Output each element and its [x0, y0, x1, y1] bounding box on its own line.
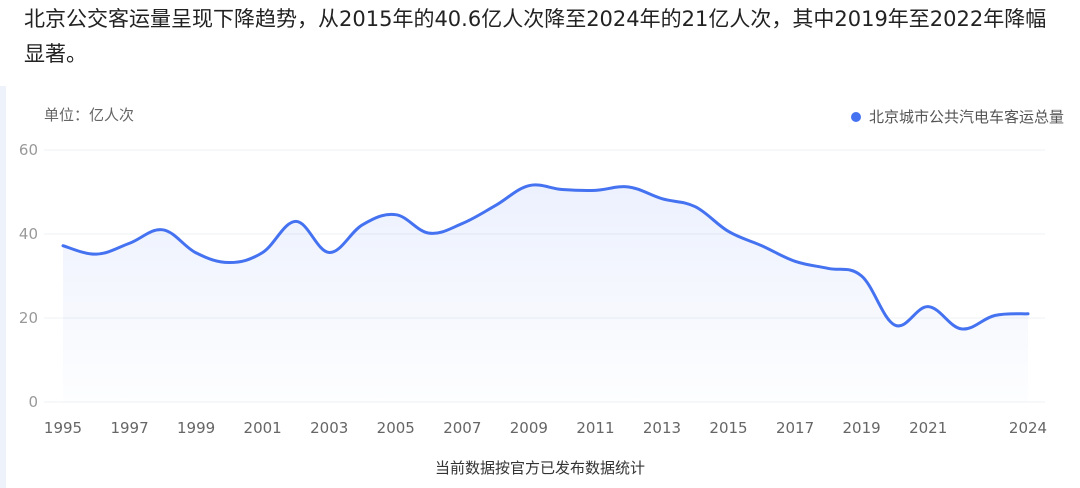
legend-label: 北京城市公共汽电车客运总量 — [868, 108, 1064, 126]
data-point-1997[interactable] — [124, 237, 136, 249]
data-point-2007[interactable] — [456, 218, 468, 230]
data-point-2014[interactable] — [689, 201, 701, 213]
chart-legend[interactable]: 北京城市公共汽电车客运总量 — [850, 106, 1064, 127]
data-point-2019[interactable] — [856, 270, 868, 282]
data-point-1995[interactable] — [57, 240, 69, 252]
data-point-2013[interactable] — [656, 193, 668, 205]
data-point-2004[interactable] — [356, 219, 368, 231]
data-point-2003[interactable] — [323, 246, 335, 258]
x-tick-label: 2019 — [843, 419, 881, 437]
x-tick-label: 2021 — [909, 419, 947, 437]
y-tick-labels: 0 20 40 60 — [19, 141, 38, 411]
data-point-2020[interactable] — [889, 319, 901, 331]
x-tick-labels: 1995 1997 1999 2001 2003 2005 2007 2009 2011 2013… — [44, 419, 1047, 437]
chart-caption: 北京公交客运量呈现下降趋势，从2015年的40.6亿人次降至2024年的21亿人… — [24, 7, 1047, 66]
data-point-2011[interactable] — [589, 184, 601, 196]
x-tick-label: 2017 — [776, 419, 814, 437]
data-point-2024[interactable] — [1022, 308, 1034, 320]
x-tick-label: 1999 — [177, 419, 215, 437]
data-point-1999[interactable] — [190, 247, 202, 259]
series-line[interactable] — [61, 183, 1030, 331]
data-point-2009[interactable] — [523, 180, 535, 192]
y-tick-label: 60 — [19, 141, 38, 159]
panel-left-edge — [0, 86, 6, 488]
x-tick-label: 2007 — [443, 419, 481, 437]
data-point-2006[interactable] — [423, 227, 435, 239]
y-tick-label: 40 — [19, 225, 38, 243]
data-point-2018[interactable] — [822, 262, 834, 274]
data-point-1998[interactable] — [157, 224, 169, 236]
x-tick-label: 2003 — [310, 419, 348, 437]
data-point-1996[interactable] — [90, 248, 102, 260]
x-tick-label: 2013 — [643, 419, 681, 437]
series-area-fill — [63, 184, 1028, 402]
x-tick-label: 2005 — [377, 419, 415, 437]
legend-marker-icon — [850, 111, 861, 122]
data-point-2023[interactable] — [989, 309, 1001, 321]
y-axis-unit-label: 单位：亿人次 — [44, 106, 135, 124]
x-tick-label: 2001 — [244, 419, 282, 437]
data-point-2017[interactable] — [789, 255, 801, 267]
x-tick-label: 1997 — [110, 419, 148, 437]
data-point-2015[interactable] — [723, 225, 735, 237]
x-tick-label: 2009 — [510, 419, 548, 437]
x-tick-label: 2015 — [709, 419, 747, 437]
data-point-2005[interactable] — [390, 209, 402, 221]
data-point-2001[interactable] — [257, 246, 269, 258]
y-tick-label: 0 — [28, 393, 38, 411]
data-point-2010[interactable] — [556, 183, 568, 195]
y-tick-label: 20 — [19, 309, 38, 327]
data-point-2022[interactable] — [955, 323, 967, 335]
x-tick-label: 1995 — [44, 419, 82, 437]
x-tick-label: 2024 — [1009, 419, 1047, 437]
data-point-2000[interactable] — [223, 257, 235, 269]
data-point-2008[interactable] — [490, 199, 502, 211]
x-tick-label: 2011 — [576, 419, 614, 437]
data-point-2021[interactable] — [922, 301, 934, 313]
data-footnote: 当前数据按官方已发布数据统计 — [434, 459, 645, 477]
data-point-2002[interactable] — [290, 215, 302, 227]
data-point-2016[interactable] — [756, 240, 768, 252]
data-point-2012[interactable] — [623, 181, 635, 193]
